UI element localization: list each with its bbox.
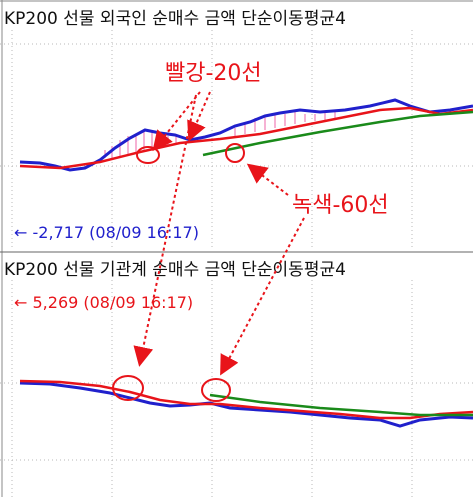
annotation-arrows bbox=[112, 91, 305, 402]
price-line bbox=[19, 381, 473, 428]
price-line bbox=[19, 98, 473, 172]
annotation: 빨강-20선 bbox=[165, 61, 262, 86]
ma20-line bbox=[19, 379, 473, 420]
annotation: 녹색-60선 bbox=[292, 193, 389, 218]
grid bbox=[0, 30, 473, 497]
ma20-line bbox=[19, 106, 473, 170]
ma60-line bbox=[202, 110, 473, 157]
panel-title: KP200 선물 기관계 순매수 금액 단순이동평균4 bbox=[4, 260, 346, 280]
ma60-line bbox=[209, 393, 473, 417]
readout: ← -2,717 (08/09 16:17) bbox=[14, 223, 199, 242]
panel-title: KP200 선물 외국인 순매수 금액 단순이동평균4 bbox=[4, 9, 346, 29]
readout: ← 5,269 (08/09 16:17) bbox=[14, 293, 193, 312]
